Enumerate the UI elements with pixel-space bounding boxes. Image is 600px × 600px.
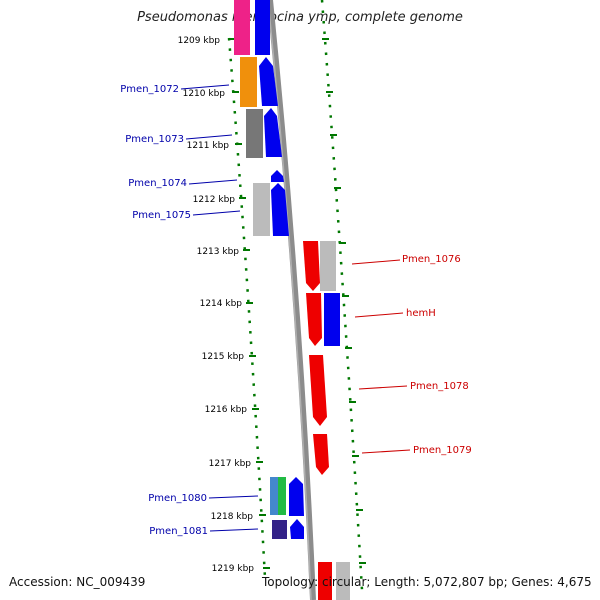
tick-label: 1218 kbp	[211, 512, 254, 522]
tick-label: 1212 kbp	[193, 195, 236, 205]
gene-arrow-blue[interactable]	[271, 170, 284, 182]
gene-arrow-red[interactable]	[306, 293, 322, 346]
gene-block-blue[interactable]	[324, 293, 340, 346]
gene-arrow-blue[interactable]	[264, 108, 282, 157]
gene-arrow-red[interactable]	[313, 434, 329, 475]
tick-label: 1217 kbp	[209, 459, 252, 469]
gene-block-gray[interactable]	[246, 109, 263, 158]
tick-label: 1211 kbp	[187, 141, 230, 151]
right-gene-labels: Pmen_1076 hemH Pmen_1078 Pmen_1079	[351, 254, 472, 456]
tick-label: 1216 kbp	[205, 405, 248, 415]
genome-summary-text: Topology: circular; Length: 5,072,807 bp…	[262, 575, 592, 589]
gene-label[interactable]: hemH	[406, 308, 436, 319]
tick-label: 1209 kbp	[178, 36, 221, 46]
gene-label[interactable]: Pmen_1075	[132, 210, 191, 221]
gene-block-red-bottom[interactable]	[318, 562, 332, 600]
gene-block-navy[interactable]	[272, 520, 287, 539]
left-scale-line	[227, 37, 267, 579]
gene-arrow-blue[interactable]	[289, 477, 304, 516]
left-strand-features	[234, 0, 304, 539]
gene-arrow-red[interactable]	[303, 241, 320, 291]
gene-block-steelblue[interactable]	[270, 477, 278, 515]
gene-arrow-blue[interactable]	[259, 57, 278, 106]
gene-block-blue-top[interactable]	[255, 0, 270, 55]
gene-block-lightgray-bottom[interactable]	[336, 562, 350, 600]
gene-label[interactable]: Pmen_1078	[410, 381, 469, 392]
gene-label[interactable]: Pmen_1072	[120, 84, 179, 95]
gene-arrow-red[interactable]	[309, 355, 327, 426]
tick-label: 1214 kbp	[200, 299, 243, 309]
tick-label: 1219 kbp	[212, 564, 255, 574]
map-title: Pseudomonas mendocina ymp, complete geno…	[137, 10, 463, 25]
gene-label[interactable]: Pmen_1076	[402, 254, 461, 265]
right-scale-tick-marks	[322, 38, 366, 564]
left-gene-labels: Pmen_1072 Pmen_1073 Pmen_1074 Pmen_1075 …	[120, 84, 259, 537]
gene-block-magenta[interactable]	[234, 0, 250, 55]
gene-label[interactable]: Pmen_1081	[149, 526, 208, 537]
tick-label: 1215 kbp	[202, 352, 245, 362]
gene-block-lightgray[interactable]	[253, 183, 270, 236]
accession-text: Accession: NC_009439	[9, 575, 146, 589]
gene-arrow-blue[interactable]	[290, 519, 304, 539]
kbp-tick-labels: 1209 kbp 1210 kbp 1211 kbp 1212 kbp 1213…	[178, 36, 255, 574]
gene-block-orange[interactable]	[240, 57, 257, 107]
tick-label: 1213 kbp	[197, 247, 240, 257]
gene-block-green[interactable]	[278, 477, 286, 515]
gene-label[interactable]: Pmen_1079	[413, 445, 472, 456]
right-strand-features	[303, 241, 350, 600]
gene-label[interactable]: Pmen_1074	[128, 178, 187, 189]
tick-label: 1210 kbp	[183, 89, 226, 99]
gene-label[interactable]: Pmen_1073	[125, 134, 184, 145]
genome-backbone	[267, 0, 316, 600]
gene-block-lightgray[interactable]	[320, 241, 336, 291]
gene-arrow-blue[interactable]	[271, 183, 289, 236]
genome-backbone-highlight	[267, 0, 312, 600]
gene-label[interactable]: Pmen_1080	[148, 493, 207, 504]
